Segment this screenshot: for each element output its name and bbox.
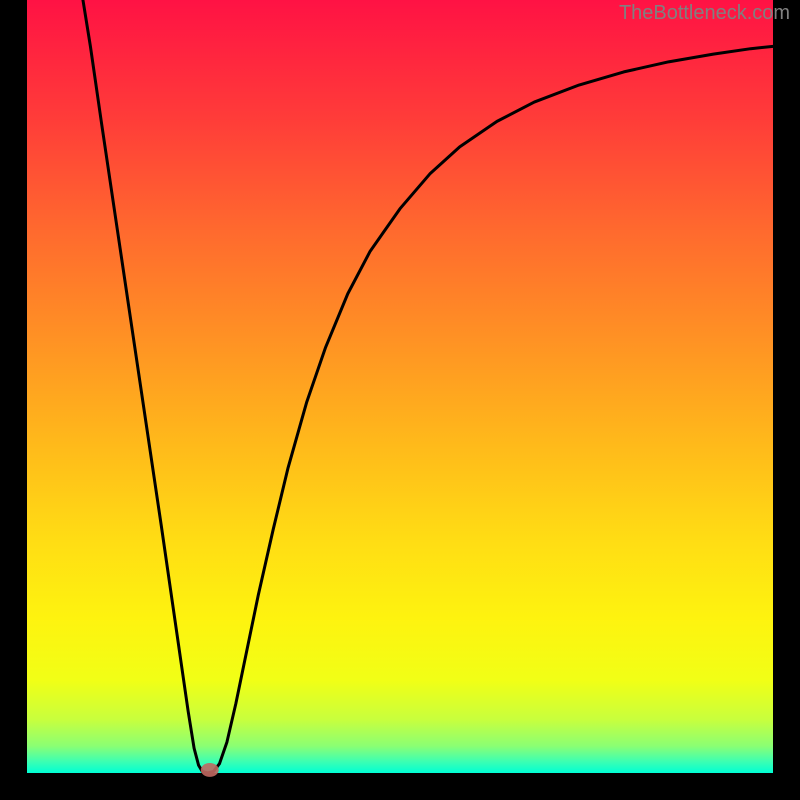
bottleneck-chart	[0, 0, 800, 800]
min-marker	[201, 763, 219, 777]
watermark-text: TheBottleneck.com	[619, 2, 790, 25]
chart-container: TheBottleneck.com	[0, 0, 800, 800]
plot-background	[27, 0, 773, 773]
